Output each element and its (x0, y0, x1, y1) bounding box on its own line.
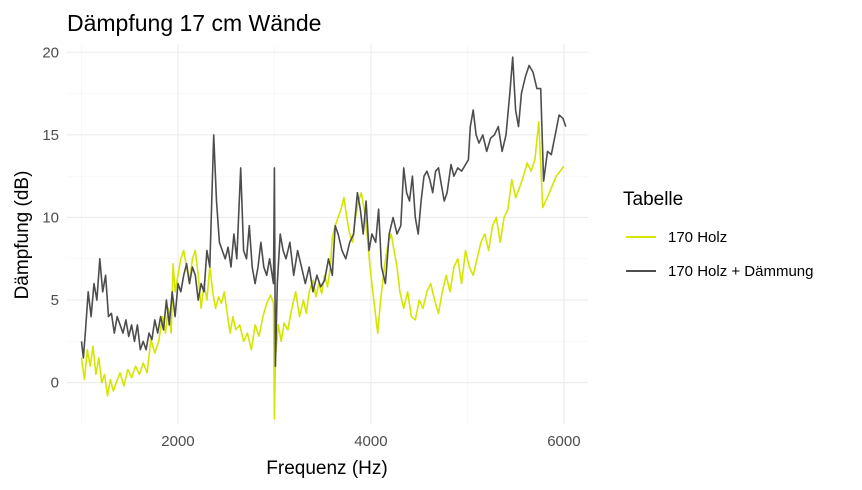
y-tick-label: 15 (42, 127, 59, 144)
tick-labels: 2000 4000 6000 0 5 10 15 20 (42, 44, 580, 450)
y-axis-title: Dämpfung (dB) (12, 171, 33, 300)
x-tick-label: 6000 (547, 433, 580, 450)
grid (67, 44, 588, 424)
x-tick-label: 2000 (161, 433, 194, 450)
legend: Tabelle 170 Holz 170 Holz + Dämmung (623, 189, 814, 280)
x-tick-label: 4000 (354, 433, 387, 450)
y-tick-label: 0 (51, 375, 59, 392)
legend-title: Tabelle (623, 189, 683, 210)
x-axis-title: Frequenz (Hz) (266, 458, 387, 479)
series-line-1 (80, 120, 565, 420)
series-lines (80, 56, 567, 420)
legend-label-2: 170 Holz + Dämmung (668, 263, 814, 280)
y-tick-label: 20 (42, 44, 59, 61)
legend-label-1: 170 Holz (668, 229, 727, 246)
series-line-2 (80, 56, 567, 367)
chart-title: Dämpfung 17 cm Wände (67, 10, 321, 36)
y-tick-label: 10 (42, 209, 59, 226)
y-tick-label: 5 (51, 292, 59, 309)
